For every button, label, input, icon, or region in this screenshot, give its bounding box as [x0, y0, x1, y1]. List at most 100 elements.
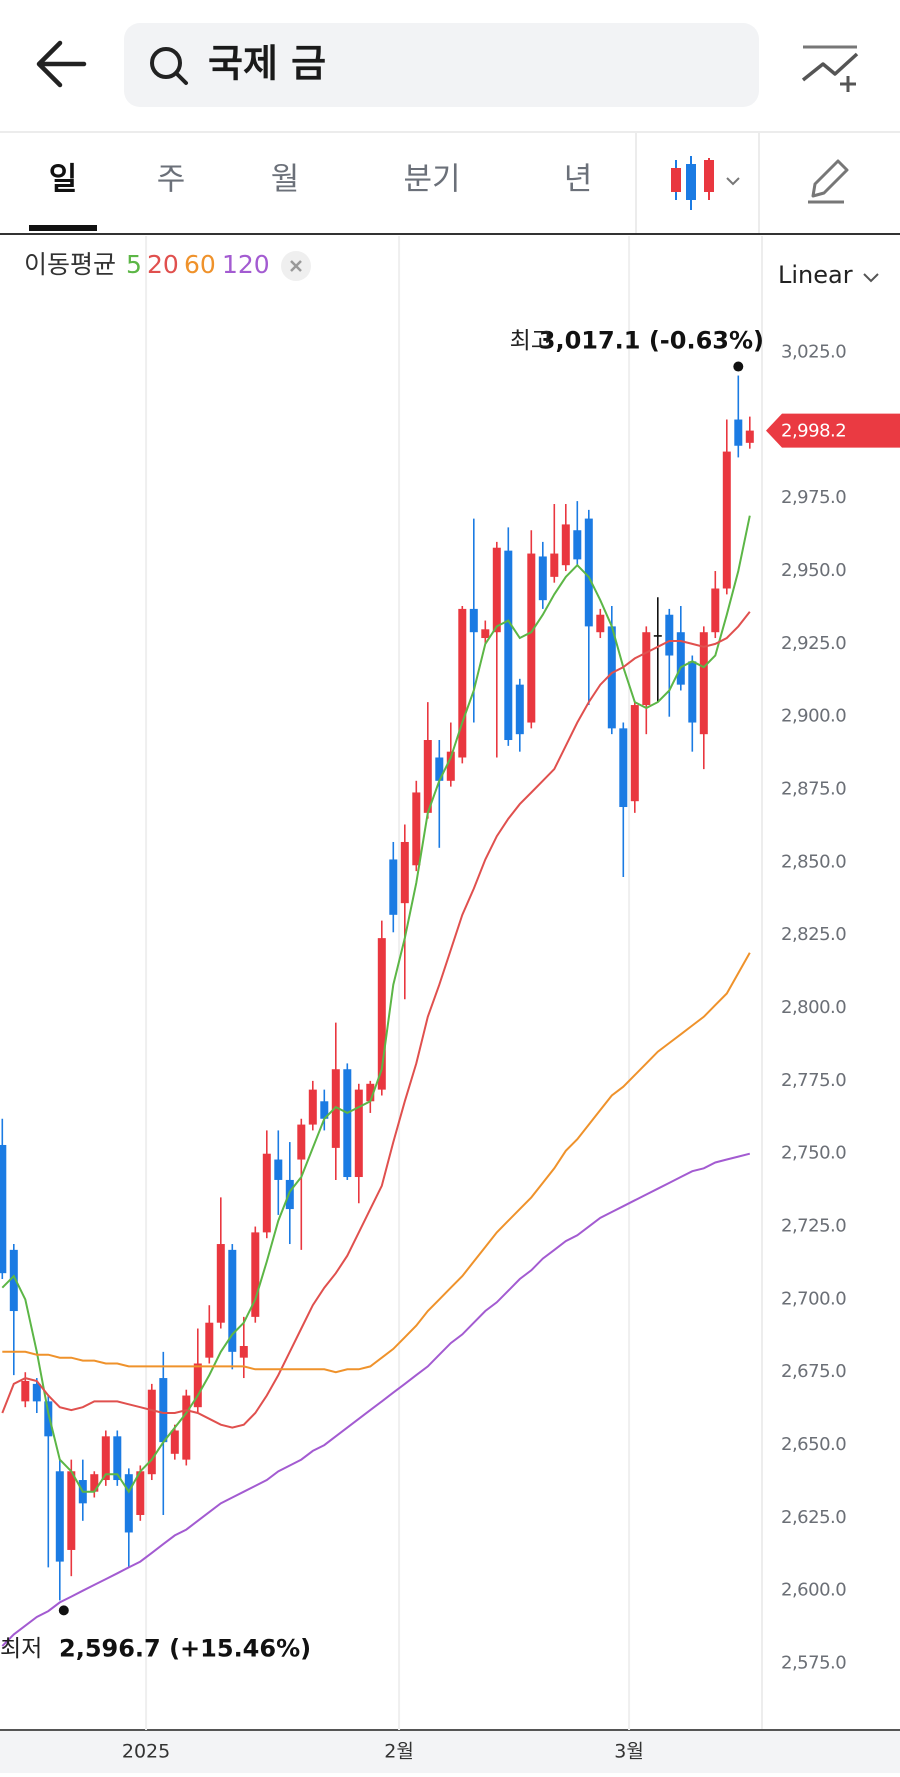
candle-body: [228, 1249, 237, 1352]
y-tick-label: 2,625.0: [781, 1507, 846, 1528]
candle-body: [331, 1069, 340, 1148]
y-tick-label: 2,975.0: [781, 487, 846, 508]
y-tick-label: 2,775.0: [781, 1070, 846, 1091]
candle-body: [377, 938, 386, 1090]
candle-body: [584, 518, 593, 627]
low-annotation-label: 최저: [0, 1636, 42, 1662]
candle-body: [561, 524, 570, 566]
candle-body: [619, 728, 628, 808]
legend-entry: 60: [184, 250, 216, 279]
candle-body: [515, 684, 524, 735]
scale-selector[interactable]: Linear: [778, 261, 853, 289]
candle-body: [527, 553, 536, 723]
moving-average-line: [1, 515, 751, 1494]
scale-chevron: [863, 273, 879, 283]
search-query: 국제 금: [208, 42, 326, 86]
period-tab[interactable]: 분기: [403, 162, 460, 198]
y-tick-label: 2,850.0: [781, 851, 846, 872]
high-annotation-value: 3,017.1 (-0.63%): [539, 327, 764, 355]
y-tick-label: 2,700.0: [781, 1288, 846, 1309]
active-tab-indicator: [29, 225, 97, 231]
indicator-label: 이동평균: [24, 250, 116, 279]
search-box[interactable]: [124, 23, 759, 107]
y-tick-label: 3,025.0: [781, 342, 846, 363]
candle-body: [653, 635, 662, 637]
legend-entry: 5: [126, 250, 142, 279]
low-marker: [58, 1605, 69, 1616]
candle-body: [320, 1101, 329, 1119]
candle-body: [642, 632, 651, 706]
candle-body: [55, 1471, 64, 1562]
y-tick-label: 2,575.0: [781, 1653, 846, 1674]
y-tick-label: 2,900.0: [781, 706, 846, 727]
chart-type-button[interactable]: [671, 156, 740, 210]
candle-body: [711, 588, 720, 633]
candle-body: [745, 430, 754, 443]
back-button[interactable]: [36, 40, 87, 88]
add-chart-button[interactable]: [801, 45, 859, 92]
candle-body: [354, 1089, 363, 1178]
candle-body: [423, 740, 432, 813]
candle-body: [458, 608, 467, 758]
candle-body: [481, 629, 490, 639]
candle-body: [136, 1471, 145, 1515]
candle-body: [469, 608, 478, 633]
candle-body: [550, 553, 559, 577]
period-tab[interactable]: 주: [157, 162, 186, 198]
x-axis-band: [0, 1731, 900, 1773]
candle-body: [676, 632, 685, 685]
candle-body: [124, 1474, 133, 1533]
y-tick-label: 2,725.0: [781, 1216, 846, 1237]
indicator-remove[interactable]: [281, 251, 311, 281]
candle-body: [343, 1069, 352, 1178]
candle-body: [21, 1380, 30, 1402]
candle-body: [607, 626, 616, 729]
candle-body: [170, 1430, 179, 1454]
candle-body: [147, 1389, 156, 1475]
candle-body: [297, 1124, 306, 1160]
y-tick-label: 2,650.0: [781, 1434, 846, 1455]
candle-body: [573, 530, 582, 560]
candle-body: [308, 1089, 317, 1125]
candle-body: [538, 556, 547, 601]
y-tick-label: 2,925.0: [781, 633, 846, 654]
candle-body: [262, 1153, 271, 1233]
candle-body: [90, 1474, 99, 1492]
period-tab[interactable]: 일: [49, 162, 78, 198]
candle-body: [193, 1363, 202, 1408]
candle-body: [630, 705, 639, 802]
candle-body: [113, 1436, 122, 1481]
candle-body: [688, 661, 697, 723]
candle-body: [0, 1144, 7, 1274]
y-tick-label: 2,675.0: [781, 1361, 846, 1382]
candle-body: [400, 841, 409, 904]
y-tick-label: 2,825.0: [781, 924, 846, 945]
candle-body: [182, 1395, 191, 1460]
candle-body: [44, 1401, 53, 1437]
candle-body: [67, 1471, 76, 1550]
candle-body: [446, 751, 455, 781]
candle-body: [159, 1378, 168, 1443]
candle-body: [205, 1322, 214, 1358]
period-tab[interactable]: 년: [564, 162, 593, 198]
y-tick-label: 2,800.0: [781, 997, 846, 1018]
candle-body: [101, 1436, 110, 1481]
candle-body: [285, 1179, 294, 1210]
candle-body: [412, 792, 421, 866]
candle-body: [699, 632, 708, 735]
y-tick-label: 2,875.0: [781, 779, 846, 800]
y-tick-label: 2,600.0: [781, 1580, 846, 1601]
moving-average-line: [1, 611, 751, 1429]
candle-body: [504, 550, 513, 741]
candle-body: [216, 1244, 225, 1323]
candle-body: [665, 614, 674, 656]
period-tab[interactable]: 월: [271, 162, 300, 198]
candle-body: [389, 859, 398, 915]
current-price-tag: [766, 413, 900, 448]
legend-entry: 120: [222, 250, 270, 279]
candle-body: [734, 419, 743, 446]
draw-button[interactable]: [808, 159, 849, 204]
low-annotation-value: 2,596.7 (+15.46%): [59, 1634, 311, 1662]
search-icon: [150, 47, 188, 85]
